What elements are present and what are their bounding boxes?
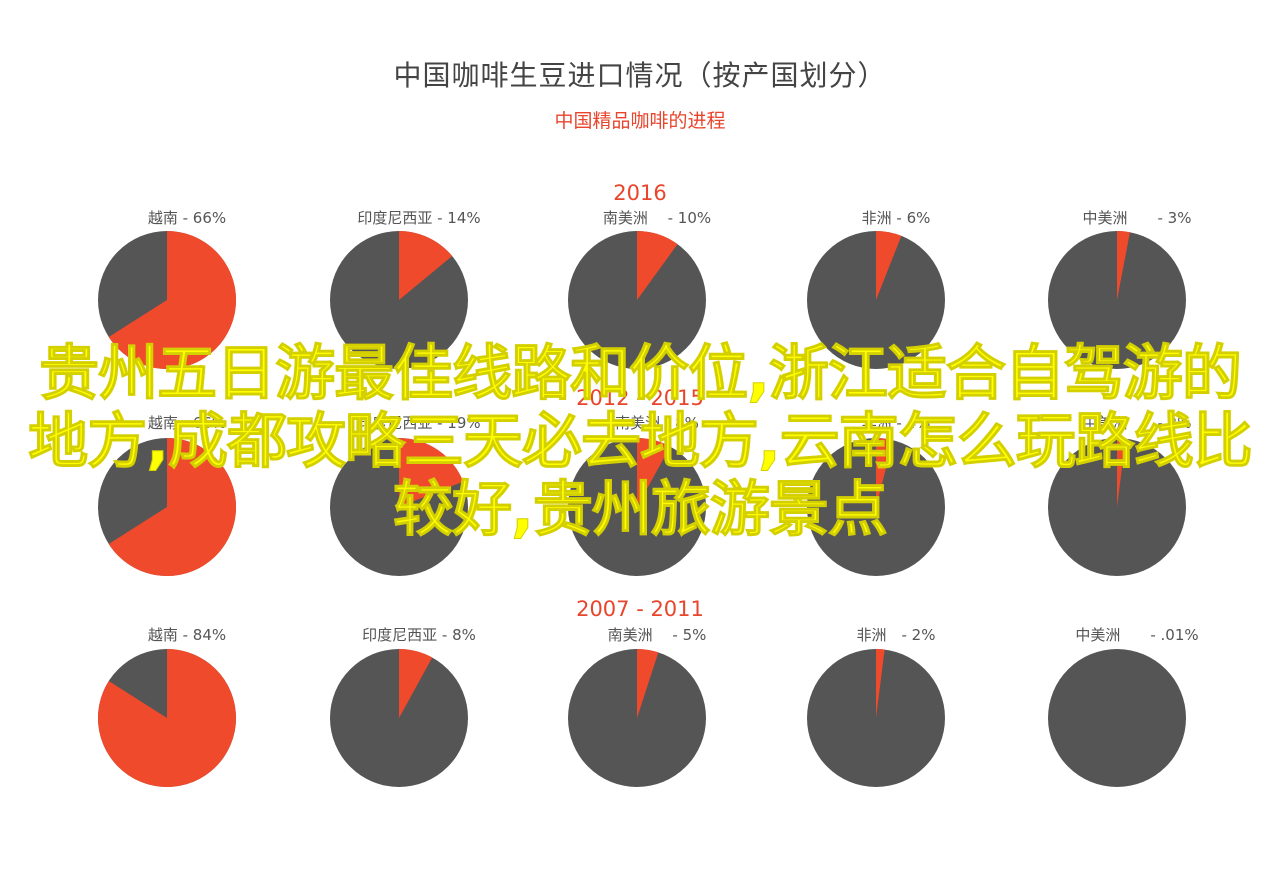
pie-label: 中美洲 - 3%	[1083, 209, 1192, 227]
pie-slice	[876, 231, 902, 300]
pie-label: 南美洲 - 8%	[615, 414, 699, 432]
pie-slice	[637, 438, 671, 507]
pie-label: 南美洲 - 10%	[603, 209, 711, 227]
pie-1-2: 南美洲 - 8%	[568, 414, 706, 576]
pie-1-1: 印度尼西亚 - 19%	[330, 414, 481, 576]
pie-slice	[637, 649, 659, 718]
pie-label: 越南 - 66%	[148, 414, 226, 432]
pie-label: 南美洲 - 5%	[608, 626, 707, 644]
pie-2-4: 中美洲 - .01%	[1048, 626, 1199, 787]
pie-slice	[1117, 231, 1130, 300]
year-group-label: 2007 - 2011	[576, 597, 704, 621]
chart-title: 中国咖啡生豆进口情况（按产国划分）	[393, 59, 887, 92]
pie-slice	[876, 649, 885, 718]
pie-slice	[399, 649, 433, 718]
pie-0-0: 越南 - 66%	[98, 209, 236, 369]
pie-1-0: 越南 - 66%	[98, 414, 236, 576]
pie-slice	[637, 231, 678, 300]
pie-label: 非洲 - 2%	[857, 626, 936, 644]
pie-label: 中美洲 - .01%	[1075, 626, 1198, 644]
pie-2-1: 印度尼西亚 - 8%	[330, 626, 476, 787]
pie-slice	[1117, 437, 1126, 507]
pie-slice	[399, 231, 453, 300]
pie-label: 非洲 - 4%	[862, 414, 931, 432]
pie-label: 中美洲 - 2%	[1083, 414, 1192, 432]
pie-1-3: 非洲 - 4%	[807, 414, 945, 576]
chart-subtitle: 中国精品咖啡的进程	[554, 110, 726, 132]
pie-2-3: 非洲 - 2%	[807, 626, 945, 787]
pie-slice	[876, 438, 894, 507]
pie-label: 越南 - 66%	[148, 209, 226, 227]
pie-slice	[399, 438, 464, 507]
pie-label: 印度尼西亚 - 14%	[357, 209, 480, 227]
pie-label: 非洲 - 6%	[862, 209, 931, 227]
pie-0-1: 印度尼西亚 - 14%	[330, 209, 481, 369]
year-group-label: 2016	[613, 181, 666, 205]
pie-1-4: 中美洲 - 2%	[1048, 414, 1191, 576]
pie-label: 印度尼西亚 - 8%	[362, 626, 476, 644]
pie-label: 越南 - 84%	[148, 626, 226, 644]
pie-slice	[97, 649, 236, 787]
pie-2-0: 越南 - 84%	[97, 626, 236, 787]
pie-0-3: 非洲 - 6%	[807, 209, 945, 369]
pie-slice	[108, 231, 236, 369]
year-group-label: 2012 - 2015	[576, 386, 704, 410]
pie-0-2: 南美洲 - 10%	[568, 209, 711, 369]
pie-0-4: 中美洲 - 3%	[1048, 209, 1191, 369]
pie-slice	[108, 438, 236, 576]
pie-label: 印度尼西亚 - 19%	[357, 414, 480, 432]
pie-2-2: 南美洲 - 5%	[568, 626, 706, 787]
